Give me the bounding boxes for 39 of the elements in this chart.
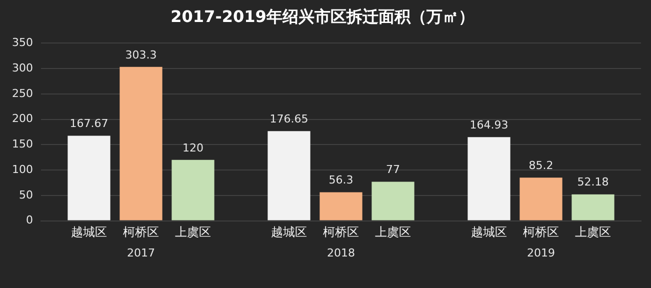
bar [172, 160, 214, 220]
y-tick-label: 250 [12, 86, 33, 100]
x-tick-label: 2018 [327, 246, 355, 260]
bar [268, 131, 310, 220]
text: 柯桥区 [323, 224, 359, 239]
y-tick-label: 300 [12, 61, 33, 74]
data-label: 77 [386, 163, 400, 176]
bar [572, 194, 614, 220]
data-label: 167.67 [70, 117, 108, 130]
data-label: 52.18 [577, 176, 609, 189]
data-label: 85.2 [528, 158, 554, 172]
text: 柯桥区 [523, 224, 559, 239]
text: 上虞区 [575, 224, 611, 239]
y-tick-label: 100 [12, 162, 33, 176]
data-label: 303.3 [125, 48, 157, 62]
data-label: 164.93 [470, 118, 508, 132]
x-tick-label: 2017 [126, 246, 155, 260]
data-label: 56.3 [328, 174, 354, 187]
y-tick-label: 150 [12, 138, 33, 151]
bar [520, 178, 562, 220]
chart-title: 2017-2019年绍兴市区拆迁面积（万㎡） [170, 6, 474, 26]
bar [120, 66, 162, 220]
bar [372, 182, 414, 220]
y-tick-label: 0 [26, 214, 33, 227]
text: 越城区 [270, 224, 307, 239]
y-tick-label: 200 [12, 112, 33, 126]
data-label: 176.65 [270, 112, 308, 126]
series-label: 越城区 [70, 224, 107, 239]
series-label: 柯桥区 [122, 224, 159, 239]
x-tick-label: 2019 [527, 246, 555, 260]
y-tick-label: 350 [12, 36, 33, 50]
text: 上虞区 [375, 224, 411, 239]
data-label: 120 [182, 141, 204, 154]
bar [468, 137, 510, 220]
y-tick-label: 50 [18, 188, 33, 202]
series-label: 上虞区 [174, 224, 211, 239]
bar [68, 136, 110, 220]
bar [320, 192, 362, 220]
text: 越城区 [471, 224, 507, 239]
